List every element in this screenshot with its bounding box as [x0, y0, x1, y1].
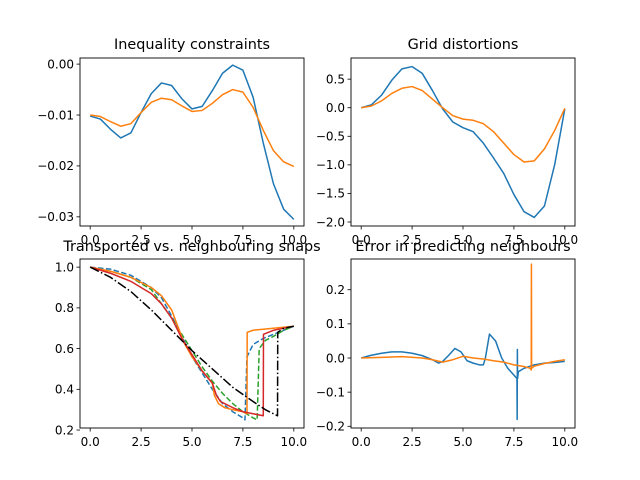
y-tick-label: 1.0 — [55, 260, 74, 274]
subplot-title: Transported vs. neighbouring snaps — [62, 239, 320, 255]
y-tick-label: −0.2 — [316, 420, 345, 434]
y-tick-label: 0.5 — [326, 72, 345, 86]
y-tick-label: 0.4 — [55, 383, 74, 397]
x-tick-label: 0.0 — [81, 435, 100, 449]
subplot-title: Inequality constraints — [114, 37, 270, 53]
y-tick-label: 0.0 — [326, 101, 345, 115]
x-tick-label: 5.0 — [182, 435, 201, 449]
subplot-title: Error in predicting neighbours — [355, 239, 570, 255]
axes-frame — [350, 57, 576, 227]
series-group — [360, 263, 565, 421]
x-tick-label: 2.5 — [403, 435, 422, 449]
y-tick-label: 0.00 — [47, 57, 74, 71]
y-tick-label: 0.8 — [55, 301, 74, 315]
x-tick-label: 0.0 — [81, 233, 100, 247]
y-tick-label: −0.01 — [37, 108, 74, 122]
y-tick-label: −2.0 — [316, 215, 345, 229]
x-tick-label: 10.0 — [280, 435, 307, 449]
series-line-4 — [89, 266, 294, 417]
x-tick-label: 5.0 — [453, 435, 472, 449]
x-tick-label: 7.5 — [504, 233, 523, 247]
axes-frame — [79, 258, 305, 429]
subplot-inequality-constraints: Inequality constraints 0.0 2.5 5.0 7.5 10.00… — [37, 37, 307, 247]
x-tick-label: 10.0 — [551, 233, 578, 247]
x-tick-label: 5.0 — [182, 233, 201, 247]
series-group — [89, 266, 295, 421]
y-tick-label: −0.1 — [316, 385, 345, 399]
x-tick-label: 2.5 — [403, 233, 422, 247]
series-line-1 — [89, 64, 295, 220]
y-tick-label: 0.2 — [326, 283, 345, 297]
x-tick-label: 10.0 — [551, 435, 578, 449]
y-tick-label: 0.1 — [326, 317, 345, 331]
x-tick-label: 0.0 — [352, 435, 371, 449]
ticks-group: 0.0 2.5 5.0 7.5 10.0 0.00 −0.01 −0.02 −0.03 — [37, 57, 307, 247]
subplot-transported-vs-neighbouring-snaps: Transported vs. neighbouring snaps 0.0 2.… — [55, 239, 321, 449]
subplot-title: Grid distortions — [408, 37, 519, 53]
y-tick-label: −1.0 — [316, 158, 345, 172]
y-tick-label: −0.03 — [37, 210, 74, 224]
x-tick-label: 7.5 — [504, 435, 523, 449]
axes-frame — [79, 57, 305, 227]
series-line-1 — [360, 65, 566, 219]
x-tick-label: 7.5 — [233, 233, 252, 247]
series-line-1 — [360, 333, 565, 421]
series-group — [360, 65, 566, 219]
ticks-group: 0.0 2.5 5.0 7.5 10.0 1.0 0.8 0.6 0.4 0.2 — [55, 260, 307, 449]
series-group — [89, 64, 295, 220]
axes-frame — [350, 258, 576, 429]
series-line-5 — [89, 266, 294, 417]
x-tick-label: 5.0 — [453, 233, 472, 247]
subplot-grid-distortions: Grid distortions 0.0 2.5 5.0 7.5 10.00.50.0−… — [316, 37, 578, 247]
ticks-group: 0.0 2.5 5.0 7.5 10.0 0.5 0.0 −0.5 −1.0 −1.5 −2.0 — [316, 72, 578, 247]
ticks-group: 0.0 2.5 5.0 7.5 10.0 0.2 0.1 0.0 −0.1 −0.2 — [316, 283, 578, 449]
series-line-2 — [90, 266, 295, 421]
x-tick-label: 2.5 — [132, 435, 151, 449]
series-line-2 — [90, 88, 295, 168]
subplot-error-in-predicting-neighbours: Error in predicting neighbours 0.0 2.5 5.0… — [316, 239, 578, 449]
y-tick-label: 0.0 — [326, 351, 345, 365]
x-tick-label: 7.5 — [233, 435, 252, 449]
y-tick-label: −0.02 — [37, 159, 74, 173]
series-line-2 — [361, 85, 566, 163]
x-tick-label: 2.5 — [132, 233, 151, 247]
y-tick-label: 0.2 — [55, 423, 74, 437]
series-line-2 — [361, 263, 565, 371]
x-tick-label: 0.0 — [352, 233, 371, 247]
y-tick-label: 0.6 — [55, 342, 74, 356]
x-tick-label: 10.0 — [280, 233, 307, 247]
y-tick-label: −0.5 — [316, 130, 345, 144]
y-tick-label: −1.5 — [316, 187, 345, 201]
